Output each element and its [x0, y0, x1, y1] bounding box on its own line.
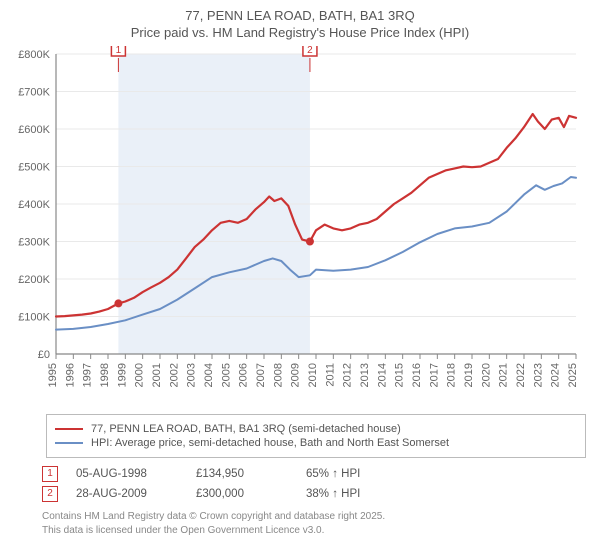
sales-table: 1 05-AUG-1998£134,95065% ↑ HPI 2 28-AUG-200…: [42, 466, 586, 502]
legend: 77, PENN LEA ROAD, BATH, BA1 3RQ (semi-d…: [46, 414, 586, 458]
legend-row: 77, PENN LEA ROAD, BATH, BA1 3RQ (semi-d…: [55, 423, 577, 435]
x-tick-label: 2000: [134, 363, 146, 387]
x-tick-label: 2018: [446, 363, 458, 387]
x-tick-label: 2023: [532, 363, 544, 387]
y-tick-label: £400K: [18, 199, 50, 211]
x-tick-label: 2008: [272, 363, 284, 387]
y-tick-label: £300K: [18, 237, 50, 249]
x-tick-label: 2006: [238, 363, 250, 387]
legend-swatch: [55, 428, 83, 430]
x-tick-label: 1997: [82, 363, 94, 387]
attribution-line2: This data is licensed under the Open Gov…: [42, 524, 586, 538]
x-tick-label: 1999: [116, 363, 128, 387]
x-tick-label: 2025: [567, 363, 579, 387]
x-tick-label: 2004: [203, 363, 215, 387]
sale-row-delta: 65% ↑ HPI: [306, 468, 416, 480]
x-tick-label: 2002: [168, 363, 180, 387]
x-tick-label: 2009: [290, 363, 302, 387]
chart-area: £0 £100K £200K £300K £400K £500K £600K £700K £80…: [10, 46, 590, 406]
sale-row: 1 05-AUG-1998£134,95065% ↑ HPI: [42, 466, 586, 482]
chart-svg: £0 £100K £200K £300K £400K £500K £600K £700K £80…: [10, 46, 590, 406]
x-tick-label: 2022: [515, 363, 527, 387]
sale-marker-number: 2: [307, 46, 313, 56]
x-tick-label: 1996: [64, 363, 76, 387]
x-tick-label: 2024: [550, 363, 562, 387]
y-tick-label: £700K: [18, 87, 50, 99]
legend-label: 77, PENN LEA ROAD, BATH, BA1 3RQ (semi-d…: [91, 423, 401, 435]
sale-row-number: 2: [42, 486, 58, 502]
chart-titles: 77, PENN LEA ROAD, BATH, BA1 3RQ Price p…: [0, 0, 600, 40]
x-tick-label: 2019: [463, 363, 475, 387]
attribution-line1: Contains HM Land Registry data © Crown c…: [42, 510, 586, 524]
x-tick-label: 2003: [186, 363, 198, 387]
legend-swatch: [55, 442, 83, 444]
x-tick-label: 2005: [220, 363, 232, 387]
x-tick-label: 2007: [255, 363, 267, 387]
x-tick-label: 2011: [324, 363, 336, 387]
x-tick-label: 2010: [307, 363, 319, 387]
x-tick-label: 2016: [411, 363, 423, 387]
sale-row: 2 28-AUG-2009£300,00038% ↑ HPI: [42, 486, 586, 502]
x-tick-label: 2014: [376, 363, 388, 387]
sale-row-delta: 38% ↑ HPI: [306, 488, 416, 500]
sale-point: [306, 238, 314, 246]
y-tick-label: £500K: [18, 162, 50, 174]
sale-row-price: £300,000: [196, 488, 306, 500]
sale-marker-number: 1: [116, 46, 122, 56]
legend-label: HPI: Average price, semi-detached house,…: [91, 437, 449, 449]
y-tick-label: £0: [38, 349, 50, 361]
sale-row-date: 05-AUG-1998: [76, 468, 196, 480]
x-tick-label: 2020: [480, 363, 492, 387]
y-tick-label: £100K: [18, 312, 50, 324]
sale-point: [114, 299, 122, 307]
title-address: 77, PENN LEA ROAD, BATH, BA1 3RQ: [0, 8, 600, 23]
x-tick-label: 2013: [359, 363, 371, 387]
y-tick-label: £800K: [18, 49, 50, 61]
sale-row-price: £134,950: [196, 468, 306, 480]
title-subtitle: Price paid vs. HM Land Registry's House …: [0, 25, 600, 40]
x-tick-label: 2017: [428, 363, 440, 387]
x-tick-label: 2001: [151, 363, 163, 387]
x-tick-label: 2021: [498, 363, 510, 387]
sale-row-number: 1: [42, 466, 58, 482]
y-tick-label: £600K: [18, 124, 50, 136]
legend-row: HPI: Average price, semi-detached house,…: [55, 437, 577, 449]
x-tick-label: 2012: [342, 363, 354, 387]
x-tick-label: 1995: [47, 363, 59, 387]
x-tick-label: 2015: [394, 363, 406, 387]
attribution: Contains HM Land Registry data © Crown c…: [42, 510, 586, 537]
x-tick-label: 1998: [99, 363, 111, 387]
sale-row-date: 28-AUG-2009: [76, 488, 196, 500]
y-tick-label: £200K: [18, 274, 50, 286]
